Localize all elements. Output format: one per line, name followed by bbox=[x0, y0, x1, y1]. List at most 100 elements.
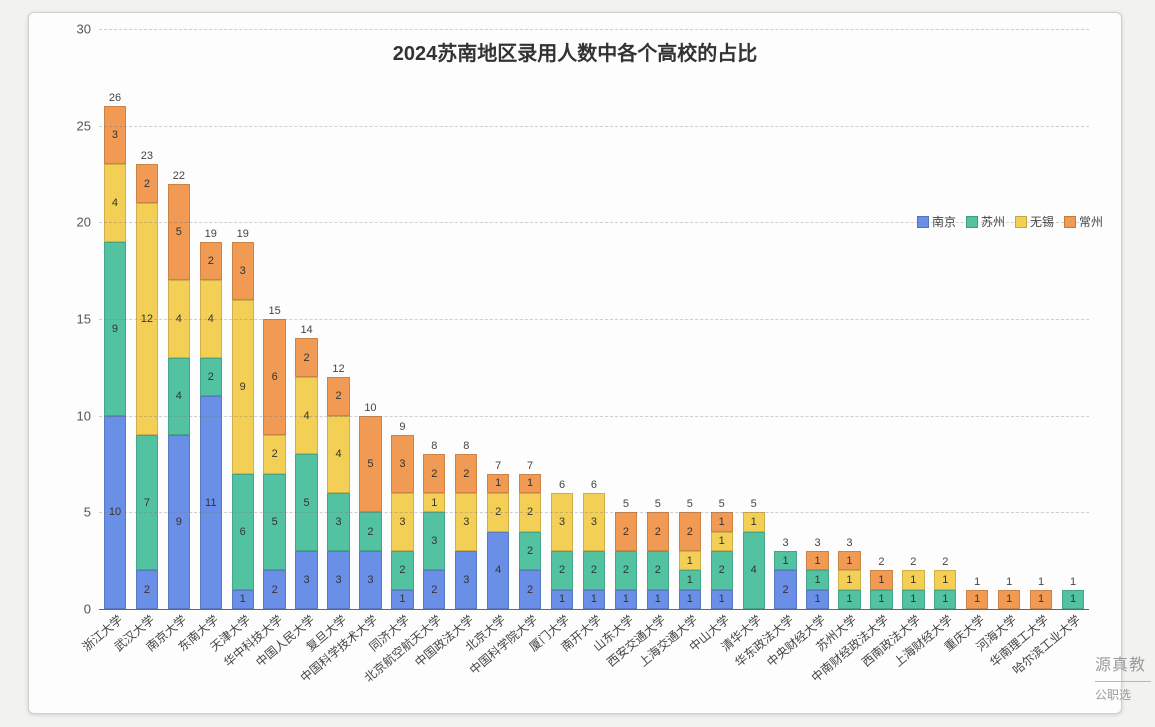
bar-segment-cz: 3 bbox=[104, 106, 126, 164]
watermark-sub: 公职选 bbox=[1095, 686, 1155, 703]
bar-segment-cz: 1 bbox=[806, 551, 828, 570]
bar-segment-cz: 1 bbox=[487, 474, 509, 493]
bar-segment-nj: 3 bbox=[295, 551, 317, 609]
bar-total-label: 1 bbox=[1070, 576, 1076, 588]
bar-segment-sz: 2 bbox=[647, 551, 669, 590]
y-tick-label: 5 bbox=[84, 505, 91, 520]
bar-total-label: 5 bbox=[687, 498, 693, 510]
bar-segment-cz: 6 bbox=[263, 319, 285, 435]
bar-total-label: 3 bbox=[783, 537, 789, 549]
legend-item-cz: 常州 bbox=[1064, 213, 1103, 230]
legend-swatch bbox=[1015, 216, 1027, 228]
bar-segment-wx: 1 bbox=[679, 551, 701, 570]
bar-total-label: 6 bbox=[559, 479, 565, 491]
bar-segment-cz: 2 bbox=[200, 242, 222, 281]
y-tick-label: 20 bbox=[77, 215, 91, 230]
bar-4: 169319 bbox=[232, 242, 254, 609]
bar-segment-nj: 9 bbox=[168, 435, 190, 609]
bar-segment-nj: 2 bbox=[774, 570, 796, 609]
bar-total-label: 2 bbox=[942, 556, 948, 568]
bar-total-label: 9 bbox=[399, 421, 405, 433]
bar-total-label: 1 bbox=[1006, 576, 1012, 588]
legend-swatch bbox=[1064, 216, 1076, 228]
bar-segment-wx: 9 bbox=[232, 300, 254, 474]
bar-segment-wx: 2 bbox=[263, 435, 285, 474]
bar-segment-nj: 1 bbox=[711, 590, 733, 609]
bar-segment-nj: 1 bbox=[583, 590, 605, 609]
bar-total-label: 12 bbox=[332, 363, 344, 375]
bar-17: 1225 bbox=[647, 512, 669, 609]
bar-segment-cz: 5 bbox=[359, 416, 381, 513]
bar-segment-nj: 1 bbox=[232, 590, 254, 609]
bar-total-label: 2 bbox=[878, 556, 884, 568]
bar-segment-sz: 2 bbox=[615, 551, 637, 590]
bar-total-label: 5 bbox=[719, 498, 725, 510]
bar-10: 23128 bbox=[423, 454, 445, 609]
bar-segment-nj: 3 bbox=[455, 551, 477, 609]
bar-segment-sz: 2 bbox=[711, 551, 733, 590]
bar-segment-cz: 1 bbox=[711, 512, 733, 531]
bar-segment-nj: 1 bbox=[615, 590, 637, 609]
x-axis-labels: 浙江大学武汉大学南京大学东南大学天津大学华中科技大学中国人民大学复旦大学中国科学… bbox=[99, 611, 1089, 701]
bar-segment-wx: 4 bbox=[104, 164, 126, 241]
watermark-main: 源真教 bbox=[1095, 651, 1155, 675]
bar-total-label: 3 bbox=[846, 537, 852, 549]
bar-segment-wx: 1 bbox=[934, 570, 956, 589]
bar-segment-wx: 3 bbox=[551, 493, 573, 551]
gridline bbox=[99, 126, 1089, 127]
bar-segment-nj: 1 bbox=[551, 590, 573, 609]
bar-segment-wx: 3 bbox=[455, 493, 477, 551]
bar-segment-nj: 1 bbox=[647, 590, 669, 609]
bar-24: 112 bbox=[870, 570, 892, 609]
bar-total-label: 5 bbox=[655, 498, 661, 510]
bar-total-label: 22 bbox=[173, 170, 185, 182]
watermark-divider bbox=[1095, 681, 1151, 682]
bar-total-label: 19 bbox=[205, 228, 217, 240]
bar-30: 11 bbox=[1062, 590, 1084, 609]
bar-6: 354214 bbox=[295, 338, 317, 609]
y-tick-label: 10 bbox=[77, 408, 91, 423]
bar-segment-sz: 3 bbox=[327, 493, 349, 551]
bar-segment-nj: 2 bbox=[263, 570, 285, 609]
bar-9: 12339 bbox=[391, 435, 413, 609]
bar-segment-wx: 1 bbox=[743, 512, 765, 531]
y-tick-label: 15 bbox=[77, 312, 91, 327]
watermark: 源真教 公职选 bbox=[1095, 651, 1155, 703]
bar-segment-sz: 2 bbox=[200, 358, 222, 397]
bar-total-label: 7 bbox=[495, 460, 501, 472]
bar-total-label: 7 bbox=[527, 460, 533, 472]
bar-13: 22217 bbox=[519, 474, 541, 609]
y-tick-label: 0 bbox=[84, 602, 91, 617]
gridline bbox=[99, 319, 1089, 320]
bar-segment-sz: 1 bbox=[806, 570, 828, 589]
bar-segment-wx: 1 bbox=[711, 532, 733, 551]
bar-segment-nj: 1 bbox=[679, 590, 701, 609]
bar-3: 1124219 bbox=[200, 242, 222, 609]
bar-0: 1094326 bbox=[104, 106, 126, 609]
bar-segment-cz: 2 bbox=[295, 338, 317, 377]
plot-area: 1094326271222394452211242191693192526153… bbox=[99, 29, 1089, 610]
bar-segment-sz: 1 bbox=[1062, 590, 1084, 609]
bar-segment-nj: 3 bbox=[359, 551, 381, 609]
bar-segment-sz: 1 bbox=[774, 551, 796, 570]
bar-20: 415 bbox=[743, 512, 765, 609]
bar-26: 112 bbox=[934, 570, 956, 609]
bar-total-label: 8 bbox=[463, 440, 469, 452]
legend-item-nj: 南京 bbox=[917, 213, 956, 230]
bar-segment-cz: 2 bbox=[136, 164, 158, 203]
bar-segment-sz: 3 bbox=[423, 512, 445, 570]
bar-21: 213 bbox=[774, 551, 796, 609]
bar-segment-cz: 5 bbox=[168, 184, 190, 281]
bar-segment-cz: 1 bbox=[519, 474, 541, 493]
bar-segment-sz: 7 bbox=[136, 435, 158, 570]
bar-29: 11 bbox=[1030, 590, 1052, 609]
bar-segment-cz: 2 bbox=[327, 377, 349, 416]
legend: 南京苏州无锡常州 bbox=[917, 213, 1103, 230]
bar-segment-sz: 6 bbox=[232, 474, 254, 590]
bar-18: 11125 bbox=[679, 512, 701, 609]
bar-segment-cz: 3 bbox=[232, 242, 254, 300]
bar-2: 944522 bbox=[168, 184, 190, 609]
bar-segment-cz: 1 bbox=[870, 570, 892, 589]
bar-segment-wx: 3 bbox=[391, 493, 413, 551]
bar-total-label: 1 bbox=[1038, 576, 1044, 588]
